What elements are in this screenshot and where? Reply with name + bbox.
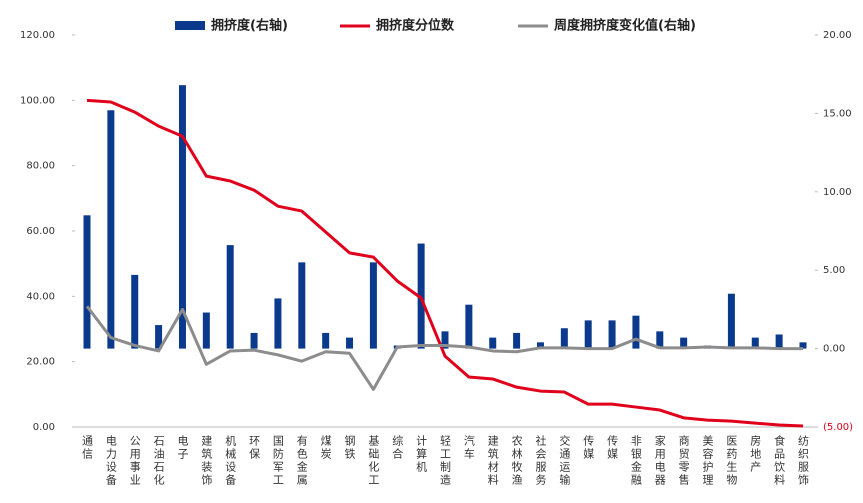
x-tick-label: 汽车 (462, 434, 475, 461)
bar (83, 215, 91, 349)
x-tick-label: 交通运输 (558, 434, 571, 487)
bar (226, 245, 234, 349)
bar (322, 332, 330, 349)
legend-label: 拥挤度分位数 (376, 18, 455, 34)
bar (441, 331, 449, 349)
x-tick-label: 建筑材料 (486, 434, 499, 487)
y-tick-label: 100.00 (20, 95, 55, 106)
x-tick-label: 电子 (176, 435, 189, 461)
x-tick-label: 农林牧渔 (510, 434, 523, 487)
bar (369, 262, 377, 349)
bar (775, 334, 783, 349)
y2-tick-label: 5.00 (823, 265, 845, 276)
y-tick-label: 120.00 (20, 30, 55, 41)
legend-swatch (175, 21, 205, 30)
bar (536, 342, 544, 349)
x-tick-label: 传媒 (582, 435, 595, 461)
x-tick-label: 有色金属 (295, 434, 308, 487)
legend-label: 拥挤度(右轴) (211, 18, 288, 34)
x-tick-label: 非银金融 (629, 435, 642, 487)
bar (417, 243, 425, 349)
x-tick-label: 社会服务 (534, 434, 547, 487)
x-tick-label: 机械设备 (224, 434, 237, 487)
bar (751, 337, 759, 349)
bar (584, 320, 592, 349)
x-tick-label: 轻工制造 (439, 434, 452, 487)
bar (465, 304, 473, 349)
x-tick-label: 房地产 (749, 435, 762, 474)
bar (298, 262, 306, 349)
bar (202, 312, 210, 349)
bar (727, 293, 735, 349)
y-tick-label: 60.00 (26, 226, 55, 237)
bar (680, 337, 688, 349)
line (86, 98, 804, 428)
x-tick-label: 煤炭 (319, 435, 332, 461)
x-tick-label: 纺织服饰 (797, 434, 810, 487)
x-tick-label: 基础化工 (367, 435, 380, 487)
bar (107, 110, 115, 349)
bar (513, 332, 521, 349)
x-tick-label: 家用电器 (653, 434, 666, 487)
y2-tick-label: 20.00 (823, 30, 852, 41)
y-tick-label: 20.00 (26, 357, 55, 368)
x-tick-label: 公用事业 (128, 435, 141, 487)
x-tick-label: 商贸零售 (677, 434, 690, 487)
x-tick-label: 食品饮料 (773, 434, 786, 487)
y2-tick-label: (5.00) (823, 422, 853, 433)
bar (155, 325, 163, 349)
x-tick-label: 计算机 (415, 435, 428, 474)
y2-tick-label: 15.00 (823, 108, 852, 119)
bar (489, 337, 497, 349)
bar (799, 342, 807, 349)
x-tick-label: 环保 (248, 435, 261, 461)
x-tick-label: 建筑装饰 (200, 434, 213, 487)
y-tick-label: 80.00 (26, 161, 55, 172)
x-tick-label: 医药生物 (725, 435, 738, 487)
bar (178, 85, 186, 349)
bar (274, 298, 282, 349)
x-tick-label: 电力设备 (104, 435, 117, 487)
bar (250, 332, 258, 349)
y2-tick-label: 0.00 (823, 344, 845, 355)
bar (656, 331, 664, 349)
bar (346, 337, 354, 349)
bar (560, 328, 568, 349)
bar (608, 320, 616, 349)
legend-label: 周度拥挤度变化值(右轴) (554, 18, 696, 34)
x-tick-label: 通信 (81, 435, 94, 461)
y-tick-label: 40.00 (26, 291, 55, 302)
x-tick-label: 传媒 (606, 435, 619, 461)
x-tick-label: 综合 (391, 434, 404, 461)
x-tick-label: 美容护理 (701, 435, 714, 487)
x-tick-label: 石油石化 (152, 435, 165, 487)
bar (131, 274, 139, 349)
y-tick-label: 0.00 (33, 422, 55, 433)
line (85, 305, 803, 391)
x-tick-label: 国防军工 (271, 435, 284, 487)
bar (632, 315, 640, 349)
x-tick-label: 钢铁 (343, 435, 356, 461)
y2-tick-label: 10.00 (823, 187, 852, 198)
